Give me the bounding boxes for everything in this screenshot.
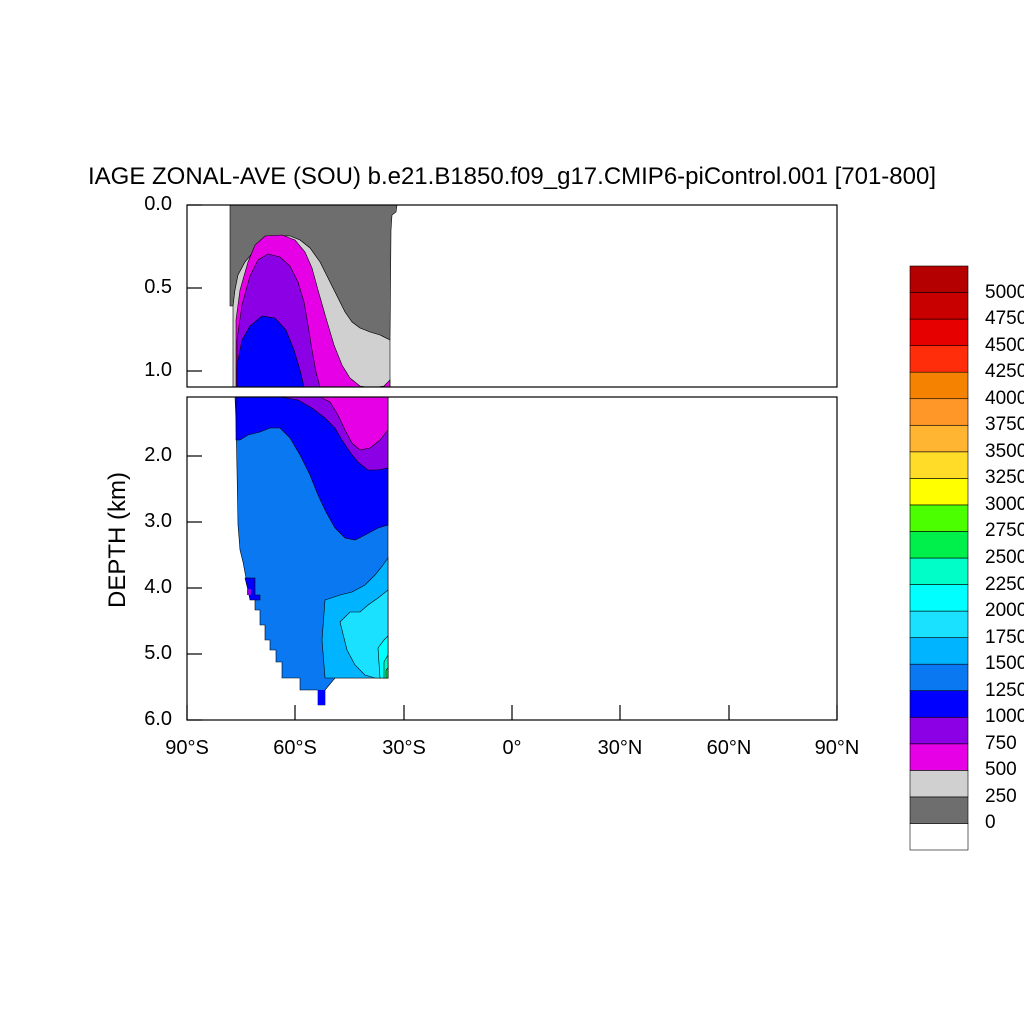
colorbar-swatch	[909, 478, 969, 506]
colorbar-swatch	[909, 610, 969, 638]
x-tick-label: 30°S	[382, 737, 426, 759]
band-bottom-purple	[247, 589, 251, 595]
colorbar-swatch	[909, 584, 969, 612]
colorbar-label: 2750	[985, 520, 1024, 542]
colorbar-label: 5000	[985, 281, 1024, 303]
colorbar-label: 3750	[985, 414, 1024, 436]
colorbar-label: 4250	[985, 361, 1024, 383]
upper-panel-frame	[186, 204, 838, 388]
upper-panel	[229, 205, 398, 387]
colorbar-swatch	[909, 318, 969, 346]
colorbar-label: 1750	[985, 626, 1024, 648]
colorbar-swatch	[909, 345, 969, 373]
colorbar-swatch	[909, 504, 969, 532]
colorbar-swatch	[909, 663, 969, 692]
colorbar-label: 250	[985, 785, 1017, 807]
y-axis-ticks	[187, 204, 202, 721]
x-tick-label: 90°N	[814, 737, 860, 759]
colorbar-swatch	[909, 796, 969, 824]
colorbar-swatch	[909, 716, 969, 745]
colorbar-label: 2000	[985, 600, 1024, 622]
colorbar-swatch	[909, 265, 969, 293]
lower-panel	[234, 397, 389, 706]
colorbar-swatch	[909, 770, 969, 798]
colorbar-swatch	[909, 371, 969, 400]
colorbar-label: 1250	[985, 679, 1024, 701]
y-tick-label: 3.0	[144, 510, 172, 532]
colorbar-label: 1500	[985, 653, 1024, 675]
colorbar-label: 4500	[985, 334, 1024, 356]
colorbar-swatch	[909, 398, 969, 426]
colorbar-label: 0	[985, 812, 996, 834]
band-2500-2750	[385, 667, 389, 679]
colorbar-label: 500	[985, 759, 1017, 781]
colorbar-label: 1000	[985, 706, 1024, 728]
colorbar-label: 750	[985, 732, 1017, 754]
colorbar-label: 3500	[985, 440, 1024, 462]
y-tick-label: 0.0	[144, 193, 172, 215]
colorbar-swatch	[909, 451, 969, 479]
colorbar-label: 2500	[985, 547, 1024, 568]
colorbar-swatch	[909, 690, 969, 718]
colorbar-swatch	[909, 424, 969, 453]
y-tick-label: 6.0	[144, 708, 172, 730]
colorbar-label: 3250	[985, 467, 1024, 489]
x-tick-label: 0°	[502, 737, 522, 759]
colorbar-swatch	[909, 637, 969, 665]
x-axis-ticks	[186, 705, 838, 720]
y-tick-label: 0.5	[144, 276, 172, 298]
colorbar-label: 4000	[985, 387, 1024, 409]
x-tick-label: 60°N	[706, 737, 752, 759]
colorbar-swatch	[909, 743, 969, 771]
band-500-750-lower	[319, 397, 389, 451]
colorbar-label: 3000	[985, 493, 1024, 515]
y-tick-label: 1.0	[144, 359, 172, 381]
colorbar-label: 2250	[985, 573, 1024, 595]
x-tick-label: 30°N	[597, 737, 643, 759]
x-tick-label: 90°S	[165, 737, 209, 759]
y-tick-label: 4.0	[144, 576, 172, 598]
colorbar-label: 4750	[985, 308, 1024, 330]
colorbar-swatch	[909, 823, 969, 851]
band-1750-2000	[339, 589, 389, 679]
chart-title: IAGE ZONAL-AVE (SOU) b.e21.B1850.f09_g17…	[88, 163, 936, 190]
y-tick-label: 5.0	[144, 642, 172, 664]
x-tick-label: 60°S	[273, 737, 317, 759]
colorbar-swatch	[909, 557, 969, 585]
y-tick-label: 2.0	[144, 444, 172, 466]
colorbar-swatch	[909, 292, 969, 320]
colorbar	[909, 265, 969, 851]
colorbar-swatch	[909, 531, 969, 559]
band-1000-1250	[236, 315, 305, 387]
band-bottom-blue-2	[318, 690, 325, 705]
